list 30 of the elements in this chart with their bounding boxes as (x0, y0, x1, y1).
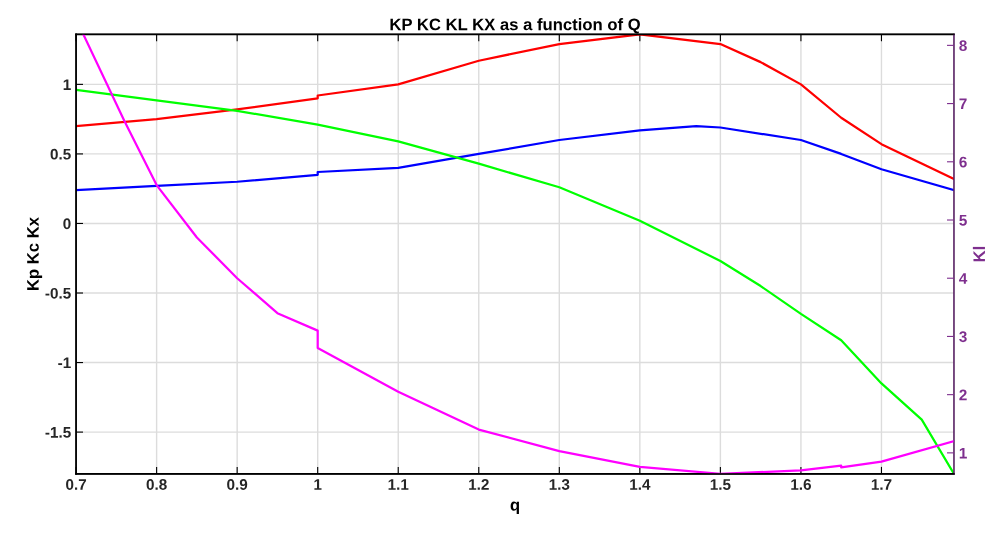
chart-title: KP KC KL KX as a function of Q (390, 18, 640, 34)
x-tick-label: 1 (314, 479, 322, 490)
y2-tick-label: 3 (959, 331, 967, 343)
y2-axis-title: Kl (972, 246, 985, 262)
x-tick-label: 1.1 (388, 479, 409, 490)
y2-tick-label: 1 (959, 447, 967, 459)
y-axis-title: Kp Kc Kx (27, 217, 43, 290)
y-tick-label: 1 (63, 79, 71, 90)
x-tick-label: 0.8 (146, 479, 167, 490)
y2-tick-label: 6 (959, 156, 967, 168)
x-tick-label: 0.9 (227, 479, 248, 490)
y-tick-label: -1.5 (45, 427, 71, 438)
y2-tick-label: 7 (959, 98, 967, 110)
y-tick-label: -0.5 (45, 287, 71, 299)
x-tick-label: 1.6 (791, 479, 811, 490)
y2-tick-label: 8 (959, 40, 967, 52)
y2-tick-label: 5 (959, 215, 967, 226)
y-tick-label: -1 (58, 357, 71, 369)
y-tick-label: 0.5 (50, 148, 71, 160)
y2-tick-label: 4 (959, 273, 968, 284)
x-tick-label: 1.7 (871, 479, 892, 490)
x-tick-label: 1.3 (549, 479, 570, 490)
x-axis-title: q (510, 501, 519, 515)
x-tick-label: 0.7 (66, 479, 87, 490)
line-series (76, 124, 954, 192)
y2-tick-label: 2 (959, 389, 967, 401)
y-tick-label: 0 (63, 218, 71, 230)
x-tick-label: 1.2 (469, 479, 489, 490)
x-tick-label: 1.4 (630, 479, 651, 490)
x-tick-label: 1.5 (710, 479, 731, 490)
